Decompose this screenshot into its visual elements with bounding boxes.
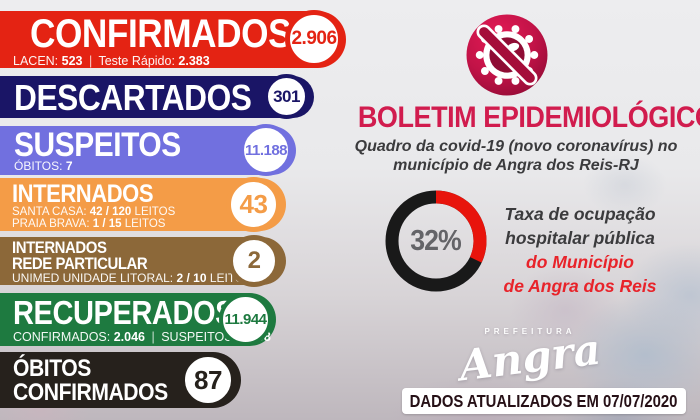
stat-subtitle: ÓBITOS: 7 — [14, 159, 73, 173]
bulletin-subtitle: Quadro da covid-19 (novo coronavírus) no… — [348, 137, 684, 175]
stat-bar-internados: INTERNADOS SANTA CASA: 42 / 120 LEITOS P… — [0, 177, 286, 232]
stat-bar-descartados: DESCARTADOS 301 — [0, 74, 314, 119]
stat-subtitle: LACEN: 523 | Teste Rápido: 2.383 — [13, 54, 210, 68]
gauge-caption-line3: do Município — [526, 252, 634, 272]
gauge-caption: Taxa de ocupação hospitalar pública do M… — [488, 202, 672, 298]
stat-badge: 2.906 — [285, 10, 343, 68]
stat-bar-internados-rede-particular: INTERNADOS REDE PARTICULAR UNIMED UNIDAD… — [0, 235, 286, 287]
stat-badge: 2 — [228, 235, 280, 287]
gauge-caption-line1: Taxa de ocupação — [504, 204, 656, 224]
stat-title: RECUPERADOS — [13, 294, 235, 331]
stat-subtitle: SANTA CASA: 42 / 120 LEITOS — [12, 206, 176, 218]
stat-subtitle: PRAIA BRAVA: 1 / 15 LEITOS — [12, 218, 166, 230]
logo-top-text: PREFEITURA — [484, 327, 576, 336]
gauge-percent-label: 32% — [410, 224, 463, 257]
update-date-text: DADOS ATUALIZADOS EM 07/07/2020 — [410, 390, 678, 411]
stat-title: INTERNADOS — [12, 180, 154, 208]
occupancy-gauge: 32% — [385, 190, 487, 292]
stat-bar-recuperados: RECUPERADOS CONFIRMADOS: 2.046 | SUSPEIT… — [0, 293, 276, 346]
stat-bar-confirmados: CONFIRMADOS LACEN: 523 | Teste Rápido: 2… — [0, 10, 346, 68]
update-date-box: DADOS ATUALIZADOS EM 07/07/2020 — [402, 388, 686, 414]
stat-badge: 43 — [226, 177, 281, 232]
stat-subtitle: UNIMED UNIDADE LITORAL: 2 / 10 LEITOS — [12, 271, 253, 285]
stat-badge: 11.944 — [219, 293, 272, 346]
stat-bar-obitos-confirmados: ÓBITOS CONFIRMADOS 87 — [0, 352, 241, 408]
stat-badge: 301 — [264, 74, 309, 119]
stat-title: SUSPEITOS — [14, 126, 181, 164]
bulletin-subtitle-line1: Quadro da covid-19 (novo coronavírus) no — [354, 138, 678, 155]
gauge-arc — [385, 190, 487, 292]
logo-name-text: Angra — [456, 324, 604, 391]
no-virus-icon — [463, 11, 551, 99]
stat-title: CONFIRMADOS — [30, 12, 292, 56]
bulletin-title: BOLETIM EPIDEMIOLÓGICO — [357, 101, 700, 134]
stat-bar-suspeitos: SUSPEITOS ÓBITOS: 7 11.188 — [0, 124, 296, 176]
prefeitura-angra-logo: PREFEITURA Angra — [448, 325, 612, 391]
bulletin-subtitle-line2: município de Angra dos Reis-RJ — [393, 157, 639, 174]
stat-title: DESCARTADOS — [14, 77, 252, 118]
stat-badge: 11.188 — [240, 124, 292, 176]
gauge-caption-line4: de Angra dos Reis — [503, 276, 657, 296]
stat-title: ÓBITOS CONFIRMADOS — [13, 355, 168, 406]
gauge-caption-line2: hospitalar pública — [505, 228, 655, 248]
stat-badge: 87 — [180, 352, 236, 408]
stat-title: INTERNADOS REDE PARTICULAR — [12, 238, 148, 273]
